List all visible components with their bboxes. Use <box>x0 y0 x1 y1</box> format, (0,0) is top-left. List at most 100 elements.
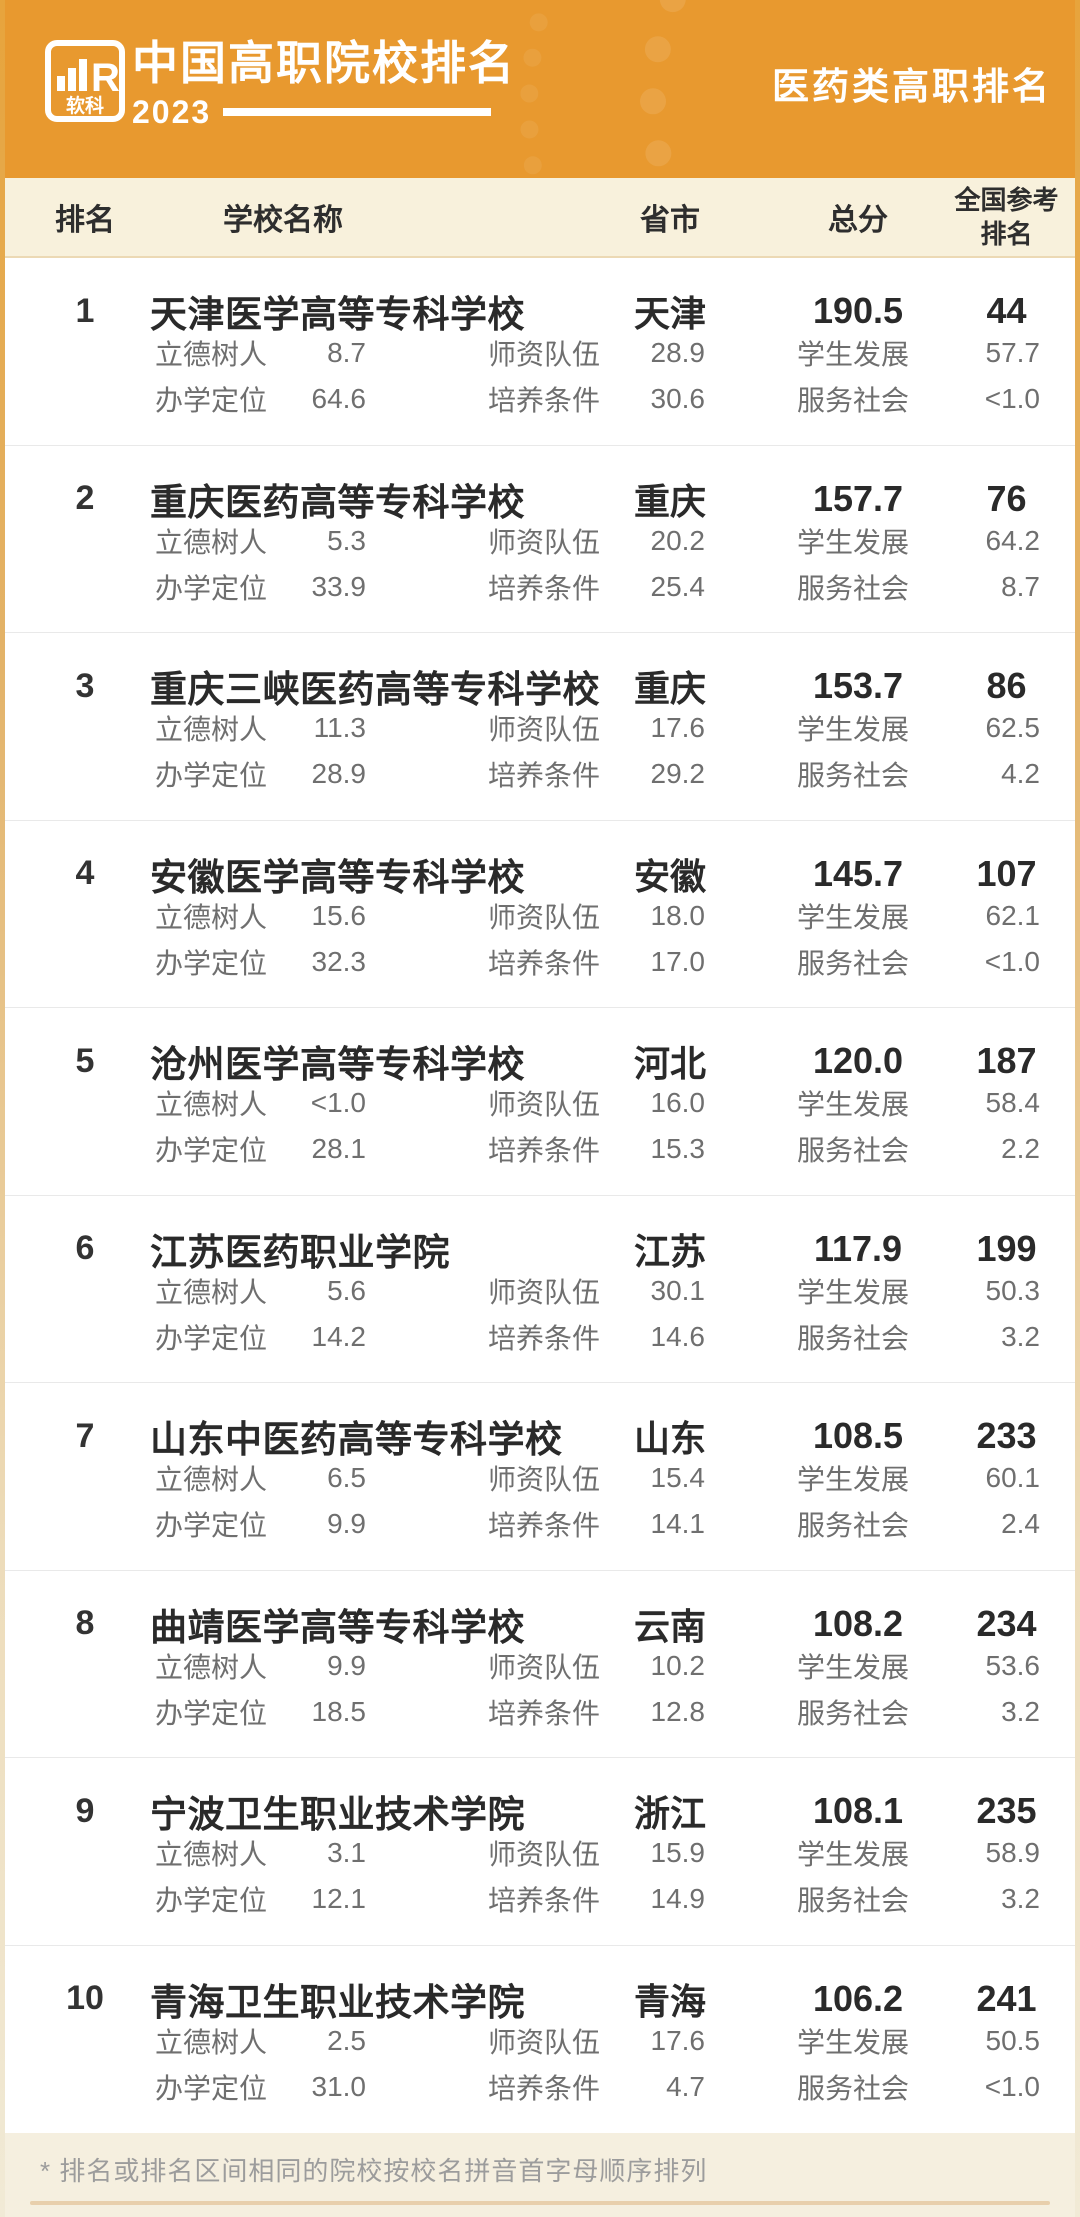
metric-value: 15.3 <box>650 1133 706 1164</box>
metric-label: 立德树人 <box>155 1276 268 1308</box>
metric-label: 办学定位 <box>155 947 268 979</box>
rank-cell: 7 <box>75 1416 95 1455</box>
metric-value: 17.6 <box>650 712 706 743</box>
metric-label: 学生发展 <box>797 1651 910 1683</box>
rank-cell: 4 <box>75 854 95 892</box>
metric-label: 师资队伍 <box>488 901 601 933</box>
metric-label: 立德树人 <box>155 901 268 933</box>
row-metrics-line-2: 办学定位 32.3 培养条件 17.0 服务社会 <1.0 <box>5 939 1075 985</box>
province-cell: 青海 <box>633 1980 706 2022</box>
metric-label: 师资队伍 <box>488 526 601 558</box>
school-name: 曲靖医学高等专科学校 <box>150 1606 525 1648</box>
row-metrics-line-1: 立德树人 3.1 师资队伍 15.9 学生发展 58.9 <box>5 1830 1075 1876</box>
metric-value: 3.2 <box>1001 1320 1040 1352</box>
metric-label: 服务社会 <box>797 1135 910 1166</box>
metric-label: 师资队伍 <box>488 1464 601 1495</box>
total-score-cell: 108.2 <box>812 1602 904 1644</box>
table-row: 7 山东中医药高等专科学校 山东 108.5 233 立德树人 6.5 师资队伍… <box>5 1383 1075 1571</box>
metric-value: 11.3 <box>313 712 366 743</box>
ranking-year: 2023 <box>132 94 212 130</box>
rank-cell: 2 <box>75 479 95 517</box>
metric-value: 4.2 <box>1001 758 1040 789</box>
row-metrics-line-1: 立德树人 5.6 师资队伍 30.1 学生发展 50.3 <box>5 1268 1075 1314</box>
metric-value: 17.6 <box>650 2024 706 2056</box>
metric-label: 学生发展 <box>797 1089 910 1120</box>
metric-value: 14.6 <box>650 1320 706 1352</box>
rows-container: 1 天津医学高等专科学校 天津 190.5 44 立德树人 8.7 师资队伍 2… <box>5 258 1075 2133</box>
rank-cell: 6 <box>75 1229 95 1267</box>
metric-label: 服务社会 <box>797 385 910 416</box>
row-metrics-line-2: 办学定位 31.0 培养条件 4.7 服务社会 <1.0 <box>5 2064 1075 2110</box>
metric-value: 5.3 <box>327 524 366 556</box>
metric-label: 培养条件 <box>488 572 601 604</box>
brand-logo: R 软科 <box>45 40 125 122</box>
table-row: 1 天津医学高等专科学校 天津 190.5 44 立德树人 8.7 师资队伍 2… <box>5 258 1075 446</box>
row-metrics-line-1: 立德树人 <1.0 师资队伍 16.0 学生发展 58.4 <box>5 1080 1075 1126</box>
col-national-line2: 排名 <box>980 219 1033 249</box>
metric-value: <1.0 <box>984 383 1040 414</box>
metric-label: 服务社会 <box>797 947 910 979</box>
school-name: 重庆医药高等专科学校 <box>150 481 525 523</box>
metric-value: 9.9 <box>327 1508 366 1539</box>
table-row: 10 青海卫生职业技术学院 青海 106.2 241 立德树人 2.5 师资队伍… <box>5 1945 1075 2133</box>
province-cell: 云南 <box>633 1605 706 1647</box>
metric-label: 服务社会 <box>797 2072 910 2104</box>
metric-value: <1.0 <box>310 1087 366 1118</box>
metric-value: 15.6 <box>311 899 367 931</box>
metric-value: 6.5 <box>327 1462 366 1493</box>
ranking-table: 排名 学校名称 省市 总分 全国参考 排名 1 天津医学高等专科学校 天津 19… <box>5 178 1075 2133</box>
province-cell: 江苏 <box>633 1230 706 1272</box>
metric-label: 学生发展 <box>797 2026 910 2058</box>
col-school: 学校名称 <box>223 204 343 237</box>
row-metrics-line-1: 立德树人 8.7 师资队伍 28.9 学生发展 57.7 <box>5 330 1075 376</box>
row-metrics-line-1: 立德树人 9.9 师资队伍 10.2 学生发展 53.6 <box>5 1643 1075 1689</box>
title-block: 中国高职院校排名 2023 <box>132 40 516 128</box>
metric-value: 31.0 <box>311 2070 367 2102</box>
metric-value: 28.9 <box>311 758 367 789</box>
province-cell: 重庆 <box>633 480 706 522</box>
metric-value: 10.2 <box>650 1649 706 1681</box>
row-metrics-line-2: 办学定位 28.9 培养条件 29.2 服务社会 4.2 <box>5 751 1075 797</box>
metric-label: 办学定位 <box>155 572 268 604</box>
metric-label: 学生发展 <box>797 526 910 558</box>
school-name: 沧州医学高等专科学校 <box>150 1044 525 1085</box>
row-main-line: 2 重庆医药高等专科学校 重庆 157.7 76 <box>5 472 1075 523</box>
watermark-circle-icon <box>520 0 1080 178</box>
metric-label: 学生发展 <box>797 339 910 370</box>
school-name: 重庆三峡医药高等专科学校 <box>150 669 600 710</box>
col-national-line1: 全国参考 <box>954 185 1059 215</box>
metric-value: <1.0 <box>984 945 1040 977</box>
table-header: 排名 学校名称 省市 总分 全国参考 排名 <box>5 178 1075 258</box>
metric-value: 17.0 <box>650 945 706 977</box>
metric-value: 64.2 <box>985 524 1041 556</box>
row-main-line: 4 安徽医学高等专科学校 安徽 145.7 107 <box>5 847 1075 898</box>
metric-label: 培养条件 <box>488 947 601 979</box>
footnote: * 排名或排名区间相同的院校按校名拼音首字母顺序排列 <box>40 2156 708 2186</box>
metric-label: 办学定位 <box>155 1885 268 1916</box>
total-score-cell: 106.2 <box>812 1977 904 2019</box>
metric-label: 培养条件 <box>488 760 601 791</box>
metric-label: 办学定位 <box>155 385 268 416</box>
metric-value: 60.1 <box>985 1462 1041 1493</box>
svg-text:R: R <box>91 56 120 100</box>
metric-value: 58.4 <box>985 1087 1041 1118</box>
col-province: 省市 <box>640 204 700 237</box>
footer-divider <box>30 2201 1050 2205</box>
metric-value: 64.6 <box>311 383 367 414</box>
rank-cell: 10 <box>66 1979 104 2017</box>
header-banner: R 软科 中国高职院校排名 2023 医药类高职排名 <box>0 0 1080 178</box>
rank-cell: 1 <box>75 291 95 330</box>
metric-value: 53.6 <box>985 1649 1041 1681</box>
metric-value: 18.5 <box>311 1695 367 1727</box>
province-cell: 天津 <box>633 293 706 334</box>
metric-value: 14.2 <box>311 1320 367 1352</box>
national-rank-cell: 86 <box>986 665 1027 706</box>
metric-value: 2.4 <box>1001 1508 1040 1539</box>
metric-label: 学生发展 <box>797 901 910 933</box>
rank-cell: 5 <box>75 1041 95 1080</box>
province-cell: 浙江 <box>633 1793 706 1834</box>
metric-label: 立德树人 <box>155 1839 268 1870</box>
national-rank-cell: 107 <box>976 852 1037 894</box>
metric-value: 14.9 <box>650 1883 706 1914</box>
metric-value: 2.5 <box>327 2024 366 2056</box>
